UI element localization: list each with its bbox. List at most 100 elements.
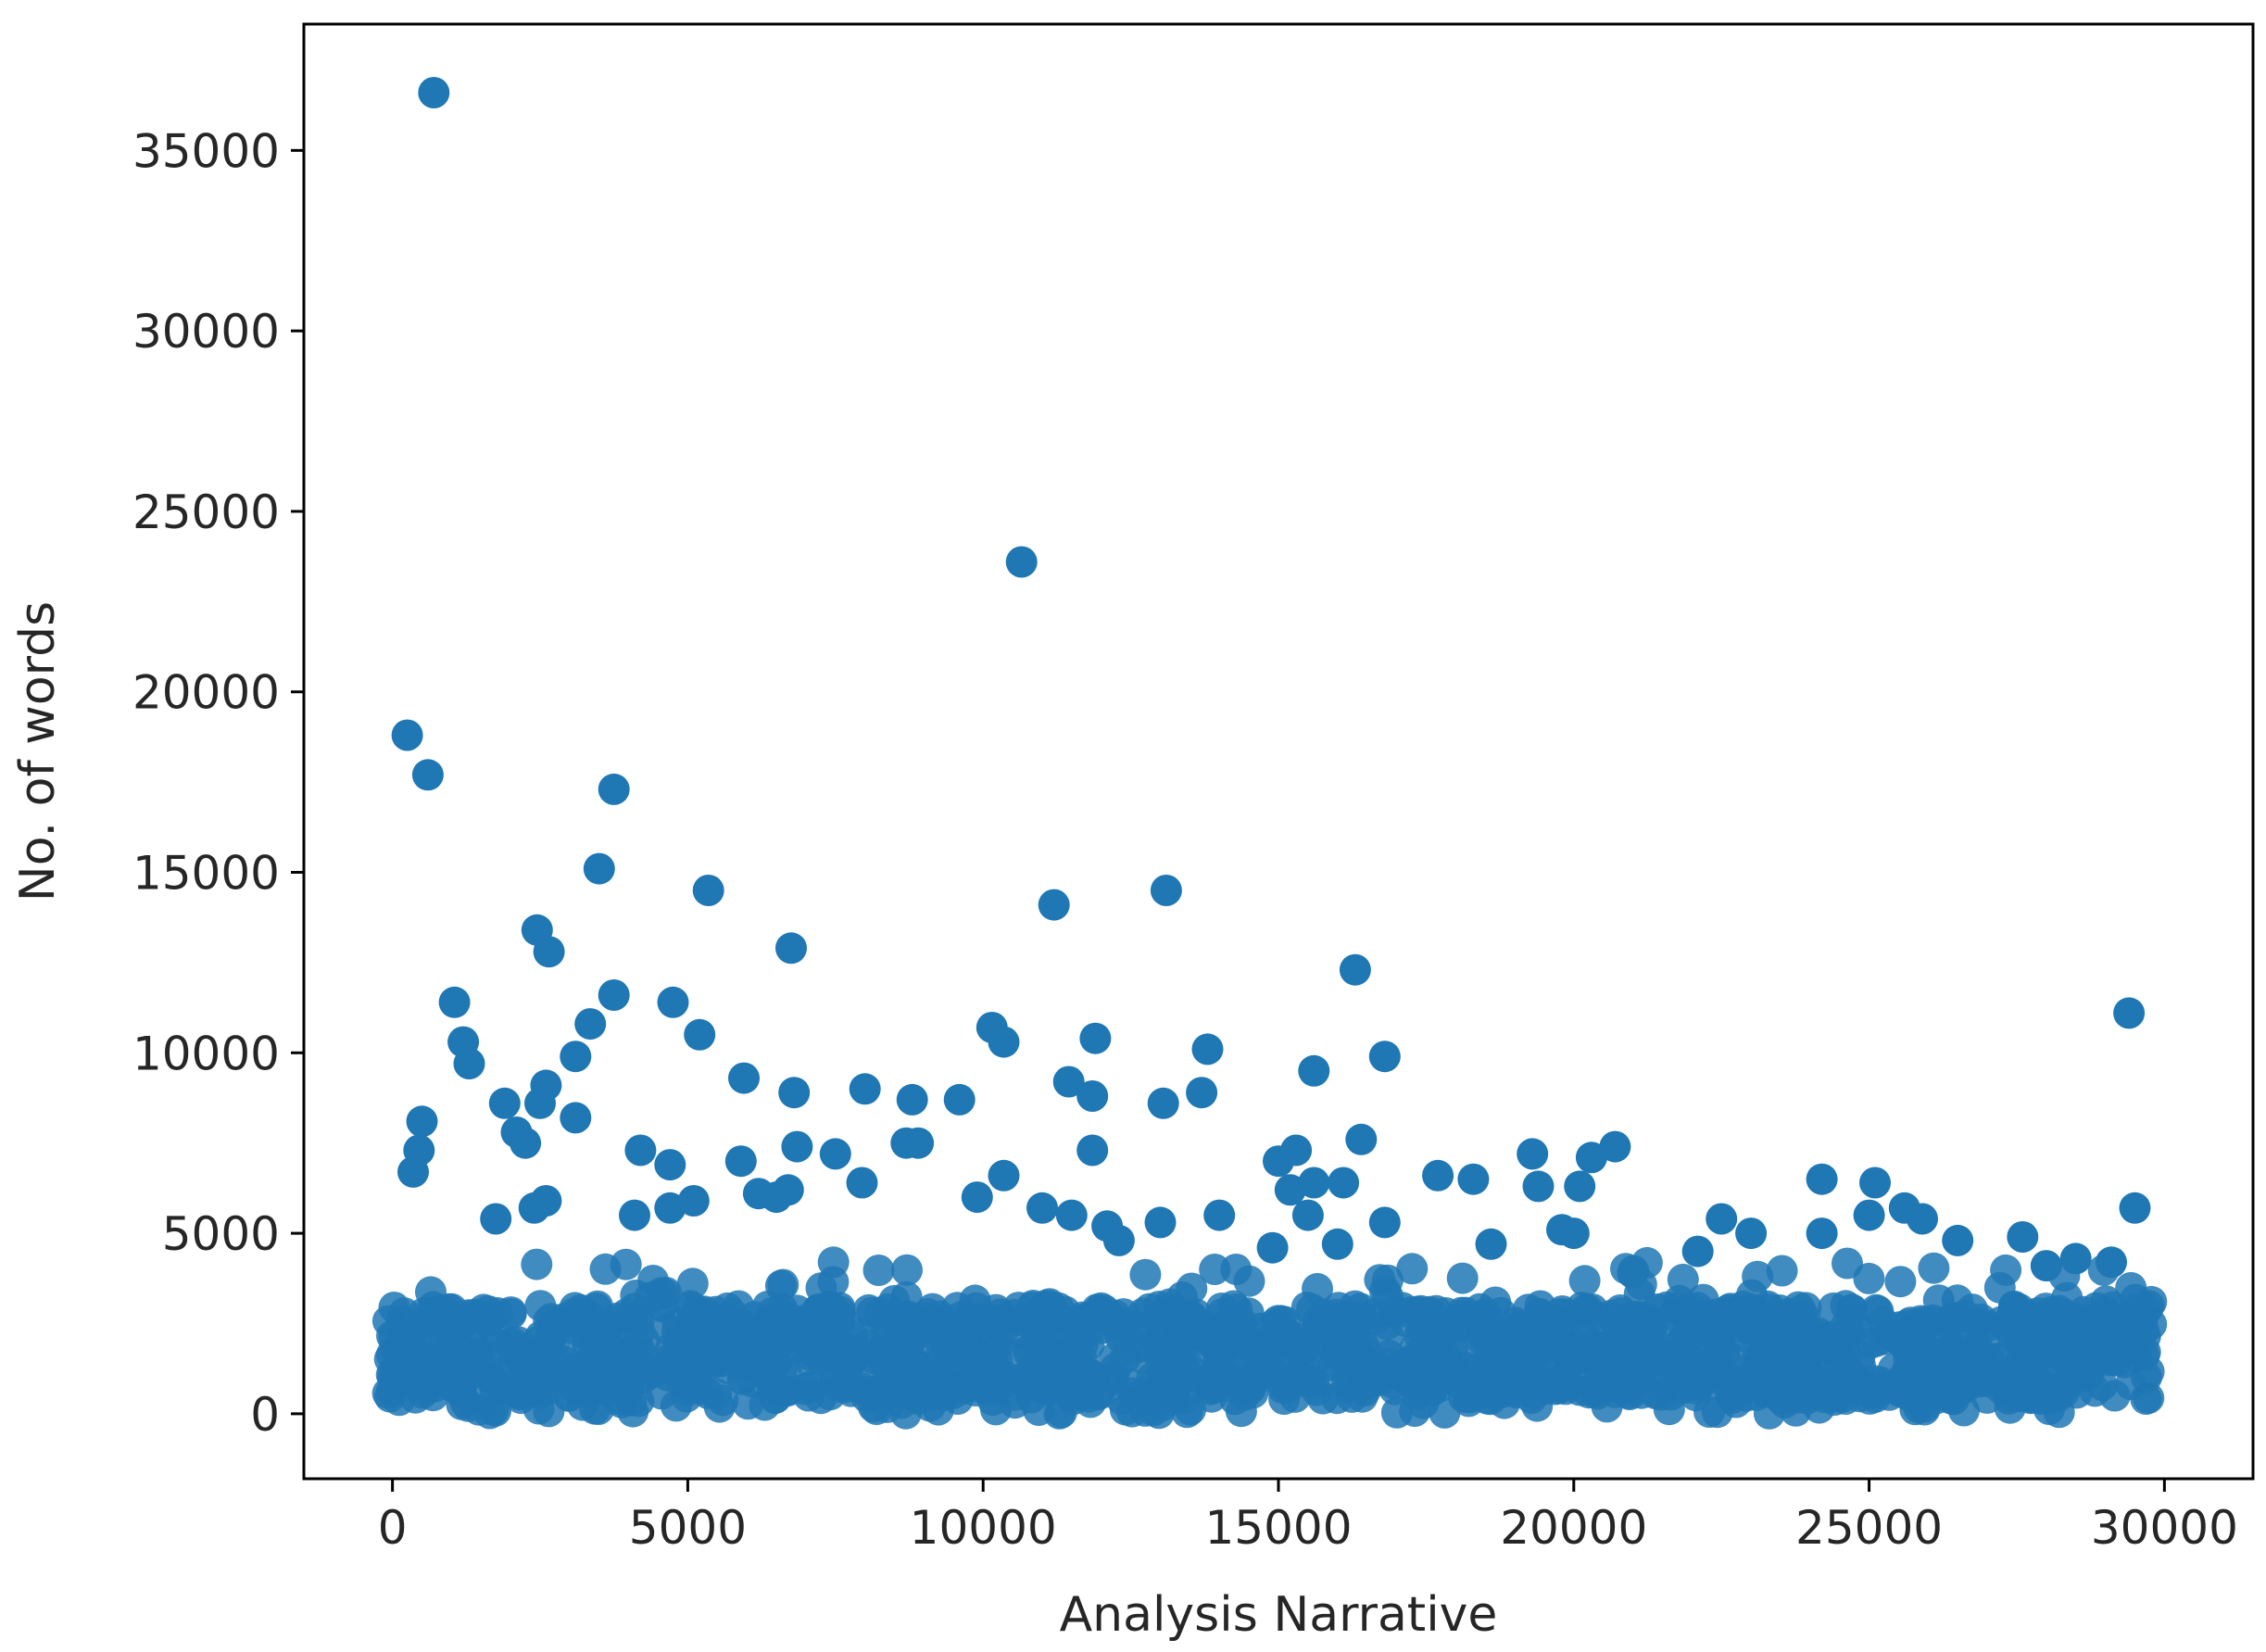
band-point <box>676 1267 709 1300</box>
band-point <box>1290 1322 1322 1355</box>
scatter-point <box>1298 1054 1330 1087</box>
band-point <box>1568 1265 1601 1297</box>
band-point <box>806 1343 838 1376</box>
scatter-point <box>1079 1022 1112 1054</box>
band-point <box>1831 1353 1863 1385</box>
band-point <box>1737 1318 1769 1350</box>
scatter-point <box>598 979 630 1011</box>
scatter-point <box>896 1083 928 1116</box>
band-point <box>2130 1383 2162 1415</box>
band-point <box>521 1248 553 1280</box>
band-point <box>1284 1356 1316 1389</box>
scatter-point <box>2030 1250 2062 1282</box>
scatter-point <box>724 1145 757 1178</box>
scatter-point <box>772 1174 804 1206</box>
scatter-point <box>1280 1134 1313 1166</box>
scatter-point <box>1076 1134 1109 1166</box>
band-point <box>831 1350 863 1382</box>
band-point <box>1752 1375 1784 1407</box>
scatter-point <box>518 1192 550 1224</box>
x-tick-label: 5000 <box>629 1501 747 1555</box>
scatter-point <box>2119 1192 2151 1224</box>
band-point <box>1130 1315 1163 1347</box>
band-point <box>1129 1258 1162 1291</box>
band-point <box>1612 1377 1644 1409</box>
band-point <box>1436 1351 1468 1383</box>
y-tick-label: 0 <box>250 1388 280 1442</box>
band-point <box>1797 1377 1830 1409</box>
band-point <box>1574 1305 1606 1337</box>
band-point <box>1396 1253 1429 1285</box>
band-point <box>495 1296 527 1329</box>
band-point <box>1828 1321 1860 1354</box>
band-point <box>610 1248 642 1280</box>
scatter-point <box>1150 875 1182 906</box>
y-tick-label: 25000 <box>132 486 280 539</box>
scatter-point <box>654 1149 686 1181</box>
band-point <box>824 1295 856 1328</box>
scatter-point <box>1368 1040 1401 1073</box>
x-tick-label: 20000 <box>1500 1501 1647 1555</box>
band-point <box>1920 1382 1952 1415</box>
scatter-point <box>1052 1066 1085 1098</box>
scatter-point <box>574 1008 607 1040</box>
scatter-point <box>1186 1077 1218 1109</box>
band-point <box>1199 1254 1231 1285</box>
scatter-point <box>2096 1246 2127 1279</box>
band-point <box>764 1269 797 1302</box>
band-point <box>2115 1271 2147 1304</box>
scatter-point <box>684 1018 716 1051</box>
band-point <box>1818 1292 1850 1324</box>
scatter-point <box>2113 997 2146 1029</box>
band-point <box>972 1373 1004 1406</box>
scatter-point <box>438 986 471 1018</box>
scatter-point <box>1102 1224 1135 1256</box>
scatter-point <box>1475 1228 1507 1260</box>
scatter-point <box>775 932 807 965</box>
scatter-point <box>2007 1221 2039 1253</box>
band-point <box>1526 1313 1558 1345</box>
scatter-point <box>1256 1231 1289 1264</box>
scatter-point <box>1735 1217 1768 1250</box>
scatter-point <box>1564 1170 1596 1203</box>
scatter-point <box>849 1073 881 1105</box>
scatter-point <box>1853 1199 1885 1231</box>
scatter-point <box>1339 953 1371 986</box>
band-point <box>1543 1366 1576 1398</box>
band-point <box>1647 1366 1679 1398</box>
band-point <box>978 1308 1011 1341</box>
y-axis-label: No. of words <box>10 601 66 902</box>
band-point <box>1546 1295 1579 1327</box>
scatter-point <box>1055 1199 1088 1231</box>
scatter-point <box>510 1127 542 1159</box>
scatter-point <box>1575 1141 1607 1174</box>
band-point <box>1553 1339 1585 1371</box>
band-point <box>1344 1300 1377 1332</box>
scatter-point <box>778 1077 811 1109</box>
band-point <box>1631 1315 1664 1347</box>
scatter-point <box>560 1102 592 1134</box>
band-point <box>940 1311 973 1343</box>
scatter-point <box>1291 1199 1324 1231</box>
band-point <box>1097 1304 1129 1336</box>
scatter-point <box>677 1185 710 1217</box>
band-point <box>1410 1357 1442 1390</box>
band-point <box>581 1362 613 1394</box>
scatter-point <box>1147 1087 1179 1119</box>
band-point <box>1995 1303 2027 1335</box>
band-point <box>1191 1310 1224 1343</box>
scatter-point <box>397 1155 429 1188</box>
band-point <box>805 1272 837 1305</box>
scatter-point <box>1617 1256 1649 1289</box>
scatter-point <box>902 1127 935 1159</box>
band-point <box>409 1374 442 1406</box>
y-tick-label: 35000 <box>132 124 280 178</box>
band-point <box>1678 1364 1710 1396</box>
scatter-point <box>453 1048 485 1079</box>
band-point <box>524 1345 557 1378</box>
scatter-point <box>488 1087 521 1119</box>
scatter-point <box>1298 1166 1330 1199</box>
band-point <box>1407 1387 1440 1419</box>
x-tick-label: 30000 <box>2091 1501 2238 1555</box>
